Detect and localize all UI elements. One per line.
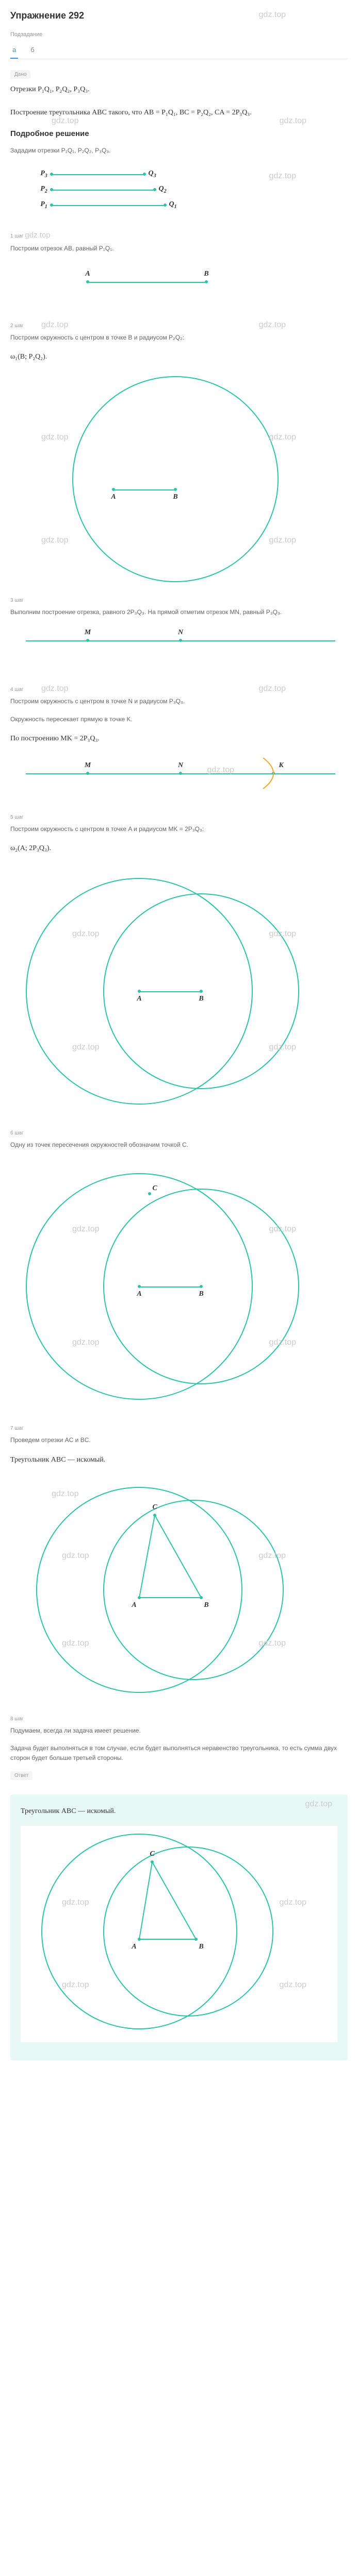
step7-text: Проведем отрезки AC и BC. bbox=[10, 1435, 348, 1445]
watermark: gdz.top bbox=[41, 433, 68, 442]
answer-badge: Ответ bbox=[10, 1771, 32, 1780]
step8-text: Подумаем, всегда ли задача имеет решение… bbox=[10, 1726, 348, 1736]
point-q1: Q1 bbox=[169, 200, 176, 210]
answer-box: Треугольник ABC — искомый. gdz.top A B C… bbox=[10, 1794, 348, 2060]
exercise-title: Упражнение 292 bbox=[10, 10, 348, 21]
tab-b[interactable]: б bbox=[28, 42, 36, 59]
point-c: C bbox=[152, 1184, 157, 1193]
watermark: gdz.top bbox=[269, 172, 296, 181]
step1-text: Построим отрезок AB, равный P₁Q₁. bbox=[10, 244, 348, 253]
point-a: A bbox=[85, 270, 90, 278]
step5-header: 5 шаг bbox=[10, 815, 348, 820]
step4-text3: По построению MK = 2P₃Q₃. bbox=[10, 732, 348, 745]
answer-text: Треугольник ABC — искомый. bbox=[21, 1805, 337, 1818]
point-b: B bbox=[204, 270, 208, 278]
step3-text: Выполним построение отрезка, равного 2P₃… bbox=[10, 607, 348, 617]
two-circles-figure: A B gdz.top gdz.top gdz.top gdz.top bbox=[10, 862, 348, 1120]
point-a: A bbox=[111, 493, 116, 501]
point-m: M bbox=[85, 629, 91, 637]
point-m: M bbox=[85, 761, 91, 770]
point-p1: P1 bbox=[40, 200, 47, 210]
ab-figure: A B bbox=[10, 261, 348, 313]
point-c: C bbox=[152, 1503, 157, 1512]
step3-header: 3 шаг bbox=[10, 598, 348, 603]
point-b: B bbox=[173, 493, 177, 501]
point-b: B bbox=[204, 1601, 208, 1609]
point-a: A bbox=[137, 995, 141, 1003]
two-circles-c-figure: A B C gdz.top gdz.top gdz.top gdz.top bbox=[10, 1158, 348, 1415]
circle-b-figure: A B gdz.top gdz.top gdz.top gdz.top bbox=[10, 371, 348, 587]
point-c: C bbox=[150, 1850, 154, 1858]
given-text: Отрезки P₁Q₁, P₂Q₂, P₃Q₃. bbox=[10, 83, 348, 96]
point-p3: P3 bbox=[40, 170, 47, 179]
segments-figure: P3 Q3 P2 Q2 P1 Q1 gdz.top bbox=[10, 164, 348, 221]
step2-header: 2 шаг bbox=[10, 323, 348, 329]
construction-text: Построение треугольника ABC такого, что … bbox=[10, 106, 348, 119]
tabs: а б bbox=[10, 42, 348, 59]
detailed-solution-header: Подробное решение bbox=[10, 129, 348, 138]
point-b: B bbox=[199, 995, 203, 1003]
point-b: B bbox=[199, 1290, 203, 1298]
triangle-figure: A B C gdz.top gdz.top gdz.top gdz.top gd… bbox=[10, 1474, 348, 1706]
step5-formula: ω₂(A; 2P₃Q₃). bbox=[10, 842, 348, 855]
point-a: A bbox=[132, 1601, 136, 1609]
step2-formula: ω₁(B; P₂Q₂). bbox=[10, 350, 348, 363]
point-q2: Q2 bbox=[158, 185, 166, 194]
answer-triangle-figure: A B C gdz.top gdz.top gdz.top gdz.top bbox=[21, 1826, 337, 2042]
point-b: B bbox=[199, 1943, 203, 1951]
step6-text: Одну из точек пересечения окружностей об… bbox=[10, 1140, 348, 1150]
step7-text2: Треугольник ABC — искомый. bbox=[10, 1453, 348, 1466]
initial-text: Зададим отрезки P₁Q₁, P₂Q₂, P₃Q₃. bbox=[10, 146, 348, 156]
step2-text: Построим окружность с центром в точке B … bbox=[10, 333, 348, 343]
step5-text: Построим окружность с центром в точке A … bbox=[10, 824, 348, 834]
watermark: gdz.top bbox=[269, 433, 296, 442]
watermark: gdz.top bbox=[41, 536, 68, 545]
point-n: N bbox=[178, 629, 183, 637]
point-p2: P2 bbox=[40, 185, 47, 194]
step4-text2: Окружность пересекает прямую в точке K. bbox=[10, 715, 348, 724]
watermark: gdz.top bbox=[269, 536, 296, 545]
step8-text2: Задача будет выполняться в том случае, е… bbox=[10, 1743, 348, 1763]
tab-a[interactable]: а bbox=[10, 42, 18, 59]
point-q3: Q3 bbox=[148, 170, 156, 179]
step8-header: 8 шаг bbox=[10, 1716, 348, 1722]
subtask-label: Подзадание bbox=[10, 31, 348, 38]
mn-figure: M N bbox=[10, 625, 348, 676]
mnk-figure: M N K gdz.top bbox=[10, 753, 348, 804]
given-badge: Дано bbox=[10, 70, 30, 79]
point-a: A bbox=[132, 1943, 136, 1951]
step4-header: 4 шаг bbox=[10, 687, 348, 692]
step6-header: 6 шаг bbox=[10, 1130, 348, 1136]
step4-text: Построим окружность с центром в точке N … bbox=[10, 697, 348, 706]
step1-header: 1 шаг gdz.top bbox=[10, 231, 348, 240]
step7-header: 7 шаг bbox=[10, 1426, 348, 1431]
point-n: N bbox=[178, 761, 183, 770]
point-a: A bbox=[137, 1290, 141, 1298]
arc-icon bbox=[258, 753, 299, 794]
